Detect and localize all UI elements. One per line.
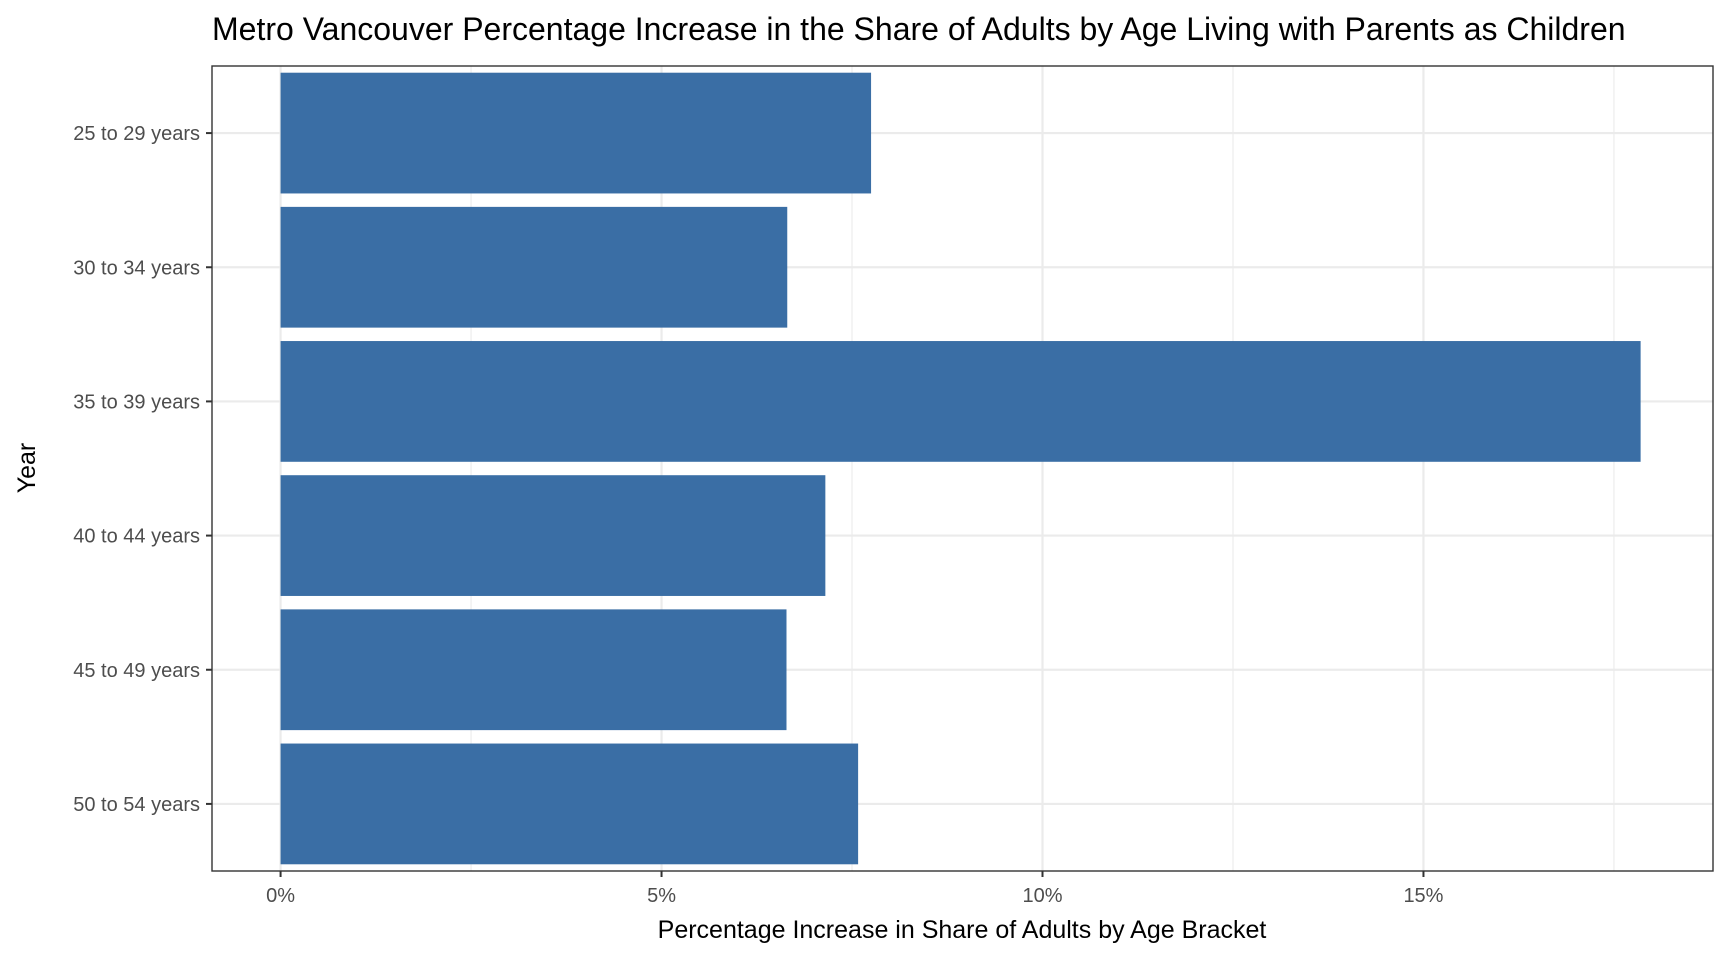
x-axis-ticks: 0% 5% 10% 15%: [266, 871, 1444, 907]
plot-panel-border: [211, 65, 1714, 872]
x-tick-label: 15%: [1403, 885, 1443, 907]
x-tick-label: 0%: [266, 885, 295, 907]
y-axis-ticks: 25 to 29 years 30 to 34 years 35 to 39 yea…: [73, 123, 212, 816]
y-tick-label: 40 to 44 years: [73, 526, 200, 548]
y-tick-label: 45 to 49 years: [73, 660, 200, 682]
y-tick-label: 50 to 54 years: [73, 794, 200, 816]
y-tick-label: 35 to 39 years: [73, 391, 200, 413]
y-axis-title: Year: [13, 443, 41, 494]
bars: [280, 72, 1641, 865]
bar: [280, 341, 1641, 462]
bar: [280, 475, 826, 596]
x-tick-label: 10%: [1022, 885, 1062, 907]
x-axis-title: Percentage Increase in Share of Adults b…: [658, 916, 1267, 944]
y-tick-label: 25 to 29 years: [73, 123, 200, 145]
bar: [280, 743, 859, 865]
bar: [280, 206, 788, 328]
y-tick-label: 30 to 34 years: [73, 257, 200, 279]
bar: [280, 609, 787, 731]
bar: [280, 72, 872, 194]
x-tick-label: 5%: [647, 885, 676, 907]
chart-title: Metro Vancouver Percentage Increase in t…: [212, 11, 1626, 47]
